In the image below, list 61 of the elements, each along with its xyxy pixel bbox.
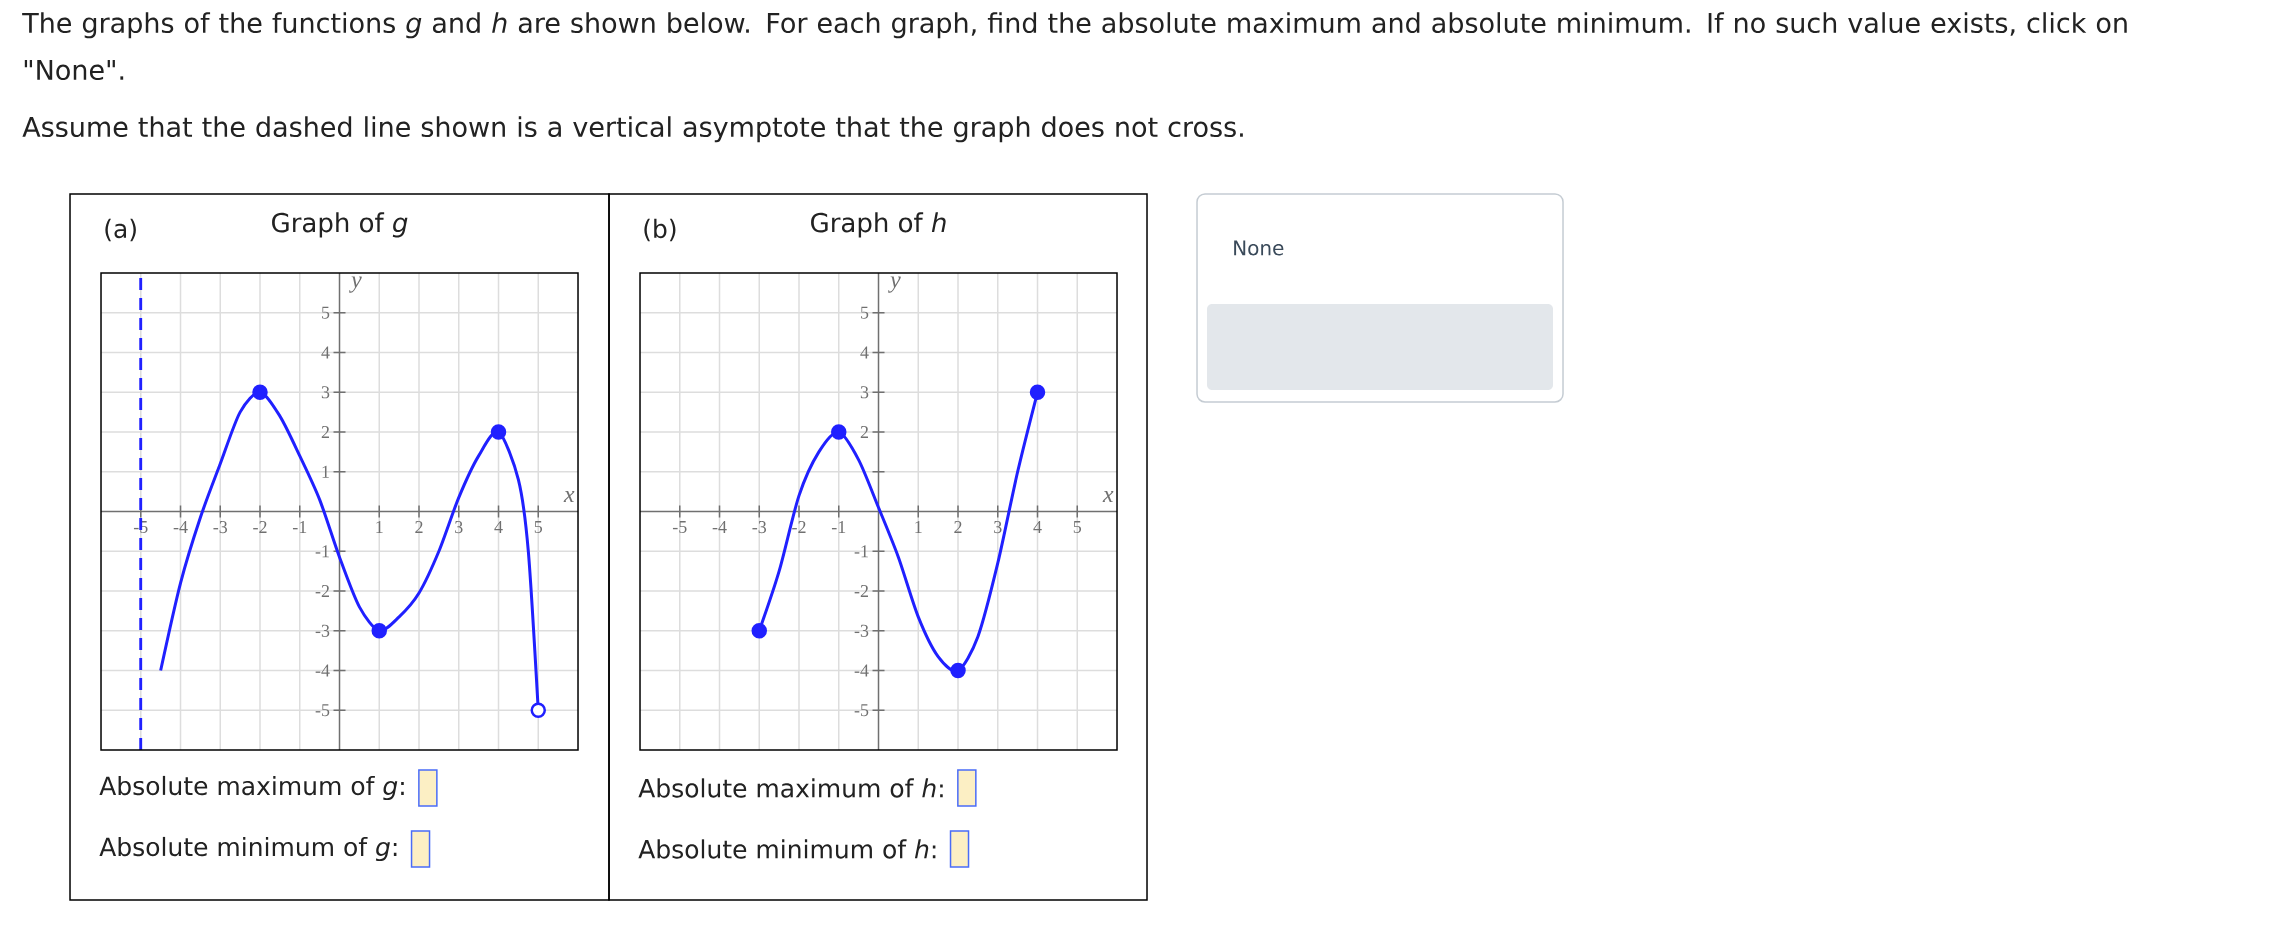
- x-tick-label: 4: [494, 521, 503, 533]
- y-tick-label: 5: [322, 306, 330, 319]
- x-tick-label: 1: [915, 521, 922, 533]
- x-tick-label: 5: [534, 521, 543, 533]
- point: [751, 623, 768, 639]
- x-tick-label: 1: [376, 521, 383, 533]
- x-tick-label: -2: [253, 521, 267, 533]
- y-axis-title: y: [888, 276, 901, 293]
- x-tick-label: 3: [455, 521, 463, 534]
- text: Absolute maximum of h:: [638, 778, 943, 798]
- text: Assume that the dashed line shown is a vertical asymptote that the graph does not cross.: [22, 116, 1243, 143]
- x-tick-label: -4: [712, 521, 727, 533]
- text: Absolute maximum of g:: [99, 775, 404, 801]
- x-tick-label: 3: [994, 521, 1002, 534]
- y-tick-label: -2: [854, 585, 868, 597]
- text: None: [1234, 240, 1284, 256]
- y-tick-label: -3: [854, 624, 869, 637]
- y-tick-label: 2: [321, 426, 329, 438]
- y-tick-label: -4: [315, 664, 330, 677]
- y-tick-label: 4: [321, 346, 330, 359]
- y-axis-title: y: [349, 276, 362, 293]
- x-tick-label: -1: [292, 521, 307, 533]
- x-tick-label: 2: [954, 521, 962, 533]
- point: [1029, 384, 1046, 400]
- x-axis-title: x: [563, 490, 575, 502]
- text: The graphs of the functions g and h are shown below. For each graph, find the absolute maximum and absolute minimum. If no such value exists, click on "None".: [22, 12, 2127, 81]
- text: (b): [644, 218, 676, 242]
- y-tick-label: 5: [861, 306, 869, 319]
- y-tick-label: -1: [315, 545, 329, 558]
- point: [530, 702, 546, 718]
- y-tick-label: -2: [315, 585, 329, 597]
- y-tick-label: -1: [854, 545, 868, 558]
- text: Absolute minimum of g:: [99, 836, 397, 862]
- x-tick-label: -5: [672, 521, 687, 533]
- chart-title: Graph of h: [811, 212, 946, 238]
- x-tick-label: -4: [173, 521, 188, 533]
- x-tick-label: -1: [831, 521, 846, 533]
- point: [490, 424, 507, 440]
- point: [950, 662, 966, 679]
- chart-title: Graph of g: [272, 212, 408, 238]
- x-tick-label: 5: [1073, 521, 1082, 533]
- y-tick-label: 3: [860, 386, 869, 399]
- x-tick-label: 2: [415, 521, 423, 533]
- point: [252, 384, 268, 400]
- y-tick-label: -3: [315, 624, 330, 637]
- x-tick-label: -3: [213, 521, 228, 534]
- text: (a): [105, 218, 136, 242]
- point: [371, 623, 388, 639]
- x-tick-label: -2: [792, 521, 806, 533]
- y-tick-label: 1: [322, 465, 329, 478]
- y-tick-label: -4: [854, 664, 869, 677]
- y-tick-label: 4: [860, 346, 869, 359]
- y-tick-label: 3: [321, 386, 330, 399]
- text: Absolute minimum of h:: [638, 839, 936, 859]
- y-tick-label: -5: [315, 704, 330, 717]
- x-tick-label: -3: [752, 521, 767, 534]
- point: [831, 424, 847, 440]
- y-tick-label: 2: [860, 426, 868, 438]
- y-tick-label: -5: [854, 704, 869, 717]
- x-tick-label: 4: [1033, 521, 1042, 533]
- x-axis-title: x: [1102, 490, 1114, 502]
